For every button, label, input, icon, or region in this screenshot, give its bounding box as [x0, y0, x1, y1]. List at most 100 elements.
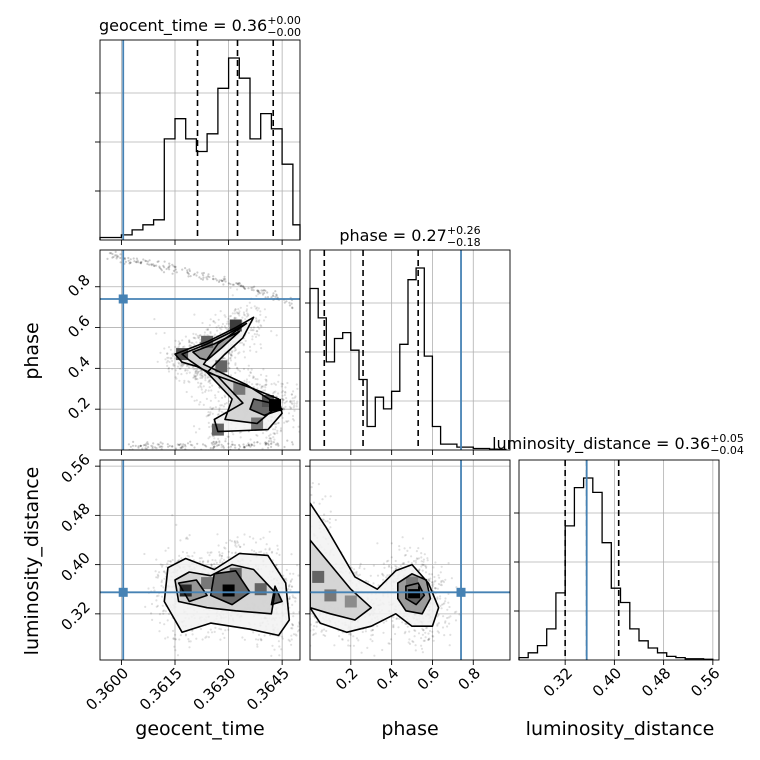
- sample-point: [231, 350, 234, 353]
- sample-point: [415, 557, 418, 560]
- sample-point: [274, 423, 277, 426]
- sample-point: [150, 264, 153, 267]
- panel-frame: [99, 39, 301, 241]
- sample-point: [302, 610, 304, 612]
- sample-point: [186, 537, 189, 541]
- sample-point: [265, 374, 268, 378]
- sample-point: [139, 444, 142, 448]
- sample-point: [195, 377, 198, 380]
- sample-point: [193, 374, 196, 377]
- sample-point: [179, 364, 182, 367]
- sample-point: [143, 552, 146, 556]
- sample-point: [208, 554, 211, 557]
- sample-point: [206, 328, 209, 331]
- sample-point: [147, 587, 150, 590]
- sample-point: [392, 616, 395, 619]
- sample-point: [213, 566, 217, 569]
- sample-point: [194, 375, 197, 378]
- sample-point: [209, 332, 212, 335]
- sample-point: [241, 316, 244, 319]
- sample-point: [283, 421, 286, 424]
- sample-point: [168, 266, 171, 269]
- sample-point: [187, 640, 191, 643]
- sample-point: [255, 383, 258, 386]
- sample-point: [291, 623, 294, 627]
- sample-point: [188, 339, 191, 343]
- sample-point: [198, 403, 201, 406]
- sample-point: [210, 565, 213, 568]
- sample-point: [184, 267, 187, 270]
- sample-point: [184, 368, 187, 371]
- sample-point: [262, 319, 266, 322]
- sample-point: [194, 370, 197, 373]
- sample-point: [180, 445, 184, 448]
- sample-point: [217, 437, 220, 440]
- sample-point: [422, 563, 425, 566]
- sample-point: [218, 627, 221, 630]
- sample-point: [184, 445, 187, 448]
- sample-point: [155, 447, 158, 450]
- sample-point: [166, 356, 169, 359]
- sample-point: [111, 252, 114, 256]
- sample-point: [295, 634, 298, 637]
- sample-point: [150, 612, 153, 615]
- sample-point: [285, 420, 288, 423]
- sample-point: [235, 545, 238, 548]
- sample-point: [304, 517, 306, 519]
- sample-point: [124, 260, 127, 263]
- sample-point: [249, 445, 252, 448]
- sample-point: [238, 312, 241, 315]
- sample-point: [162, 570, 165, 573]
- sample-point: [195, 274, 198, 277]
- sample-point: [242, 344, 245, 347]
- sample-point: [197, 370, 200, 373]
- sample-point: [202, 403, 205, 406]
- sample-point: [234, 347, 237, 350]
- sample-point: [167, 366, 170, 369]
- x-tick-label: 0.8: [455, 664, 485, 694]
- sample-point: [127, 443, 130, 446]
- sample-point: [265, 383, 268, 386]
- sample-point: [324, 634, 327, 638]
- sample-point: [209, 382, 212, 385]
- sample-point: [220, 404, 223, 407]
- sample-point: [222, 279, 225, 282]
- sample-point: [260, 347, 263, 350]
- sample-point: [237, 312, 240, 315]
- sample-point: [427, 632, 430, 635]
- sample-point: [190, 395, 193, 398]
- sample-point: [277, 392, 280, 395]
- sample-point: [190, 341, 193, 344]
- sample-point: [158, 265, 161, 268]
- sample-point: [218, 408, 221, 411]
- sample-point: [168, 444, 171, 447]
- sample-point: [443, 602, 446, 605]
- sample-point: [382, 631, 385, 634]
- sample-point: [219, 638, 222, 641]
- sample-point: [431, 581, 434, 584]
- sample-point: [204, 379, 207, 382]
- sample-point: [245, 378, 248, 381]
- sample-point: [169, 357, 172, 360]
- sample-point: [355, 637, 359, 640]
- sample-point: [371, 628, 374, 631]
- sample-point: [439, 583, 442, 587]
- sample-point: [188, 371, 191, 374]
- sample-point: [263, 308, 266, 311]
- sample-point: [341, 637, 344, 641]
- sample-point: [208, 324, 211, 327]
- sample-point: [240, 284, 243, 287]
- sample-point: [264, 548, 267, 551]
- sample-point: [395, 565, 398, 569]
- sample-point: [174, 638, 177, 641]
- sample-point: [284, 400, 288, 403]
- sample-point: [110, 252, 113, 255]
- sample-point: [434, 579, 437, 583]
- sample-point: [267, 443, 270, 446]
- sample-point: [253, 441, 256, 444]
- sample-point: [200, 373, 204, 377]
- sample-point: [427, 638, 430, 641]
- sample-point: [180, 373, 183, 376]
- sample-point: [206, 376, 209, 379]
- sample-point: [437, 622, 440, 625]
